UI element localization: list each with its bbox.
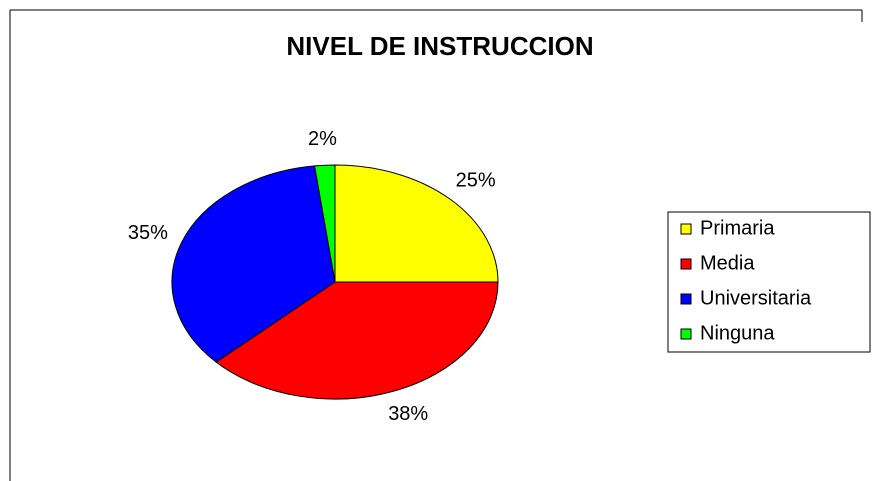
legend-box: [667, 211, 871, 353]
data-label: 25%: [456, 169, 496, 191]
pie-slice: [215, 281, 499, 400]
pie-slice: [171, 165, 336, 363]
chart-title: NIVEL DE INSTRUCCION: [286, 31, 593, 61]
legend-swatch: [680, 293, 692, 305]
legend-swatch: [680, 223, 692, 235]
data-label: 38%: [388, 403, 428, 425]
legend-label: Ninguna: [700, 322, 775, 344]
pie-slice: [334, 164, 499, 283]
pie-slice: [313, 164, 336, 283]
legend-label: Media: [700, 252, 755, 274]
data-label: 35%: [128, 222, 168, 244]
legend-swatch: [680, 258, 692, 270]
legend-swatch: [680, 328, 692, 340]
data-label: 2%: [308, 128, 337, 150]
legend-label: Primaria: [700, 217, 775, 239]
legend-label: Universitaria: [700, 287, 812, 309]
